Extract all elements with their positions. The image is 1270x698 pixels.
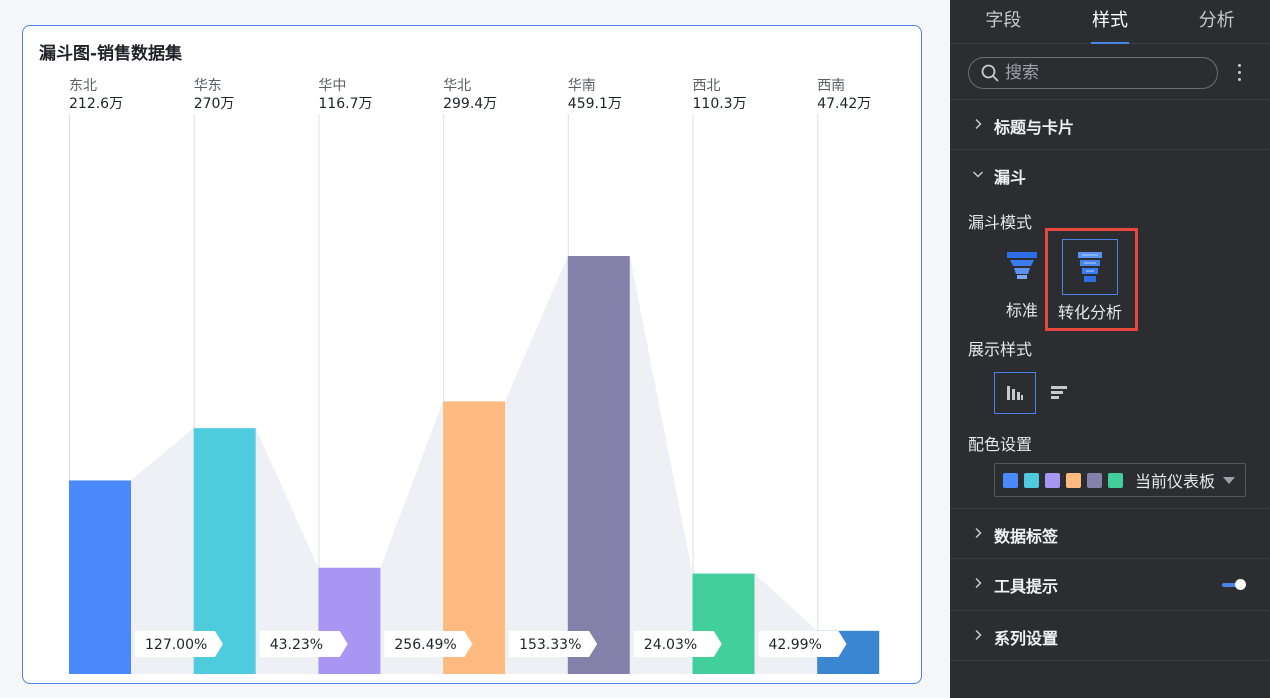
conversion-rate-label: 42.99% bbox=[769, 637, 822, 653]
conversion-rate-label: 24.03% bbox=[644, 637, 697, 653]
connector-area bbox=[255, 428, 319, 674]
bar bbox=[567, 256, 630, 674]
display-style-vertical-button[interactable] bbox=[994, 372, 1036, 414]
category-label: 华中 bbox=[318, 78, 346, 94]
style-panel: 字段 样式 分析 标题与卡片 漏斗 漏斗模式 bbox=[950, 0, 1270, 698]
conversion-badge bbox=[135, 631, 223, 657]
search-row bbox=[950, 44, 1270, 100]
chevron-right-icon bbox=[975, 629, 982, 641]
conversion-funnel-icon bbox=[1062, 239, 1118, 295]
section-data-labels[interactable]: 数据标签 bbox=[950, 509, 1270, 559]
search-input[interactable] bbox=[1005, 63, 1205, 83]
color-scheme-select[interactable]: 当前仪表板 bbox=[994, 463, 1246, 497]
selection-highlight-box bbox=[1045, 228, 1138, 331]
category-label: 东北 bbox=[69, 78, 97, 94]
section-series[interactable]: 系列设置 bbox=[950, 611, 1270, 661]
panel-tabs: 字段 样式 分析 bbox=[950, 0, 1270, 44]
category-label: 华东 bbox=[194, 78, 222, 94]
display-style-label: 展示样式 bbox=[968, 340, 1033, 359]
conversion-badge bbox=[758, 631, 847, 657]
value-label: 212.6万 bbox=[69, 96, 123, 112]
color-swatch bbox=[1045, 472, 1060, 488]
chart-title: 漏斗图-销售数据集 bbox=[39, 44, 183, 64]
funnel-chart: 东北 212.6万 华东 270万 华中 116.7万 华北 299.4万 华南 459.1万 西北… bbox=[69, 78, 880, 674]
value-label: 47.42万 bbox=[817, 96, 871, 112]
tab-style[interactable]: 样式 bbox=[1057, 0, 1164, 44]
section-tooltip-label: 工具提示 bbox=[994, 577, 1059, 596]
funnel-mode-conversion-label: 转化分析 bbox=[1057, 303, 1122, 322]
tab-analysis[interactable]: 分析 bbox=[1198, 10, 1235, 31]
category-label: 华南 bbox=[568, 78, 596, 94]
connector-area bbox=[505, 256, 568, 674]
connector-area bbox=[131, 428, 194, 674]
section-funnel[interactable]: 漏斗 bbox=[950, 150, 1270, 200]
color-swatch bbox=[1066, 472, 1081, 488]
connector-area bbox=[629, 256, 693, 674]
section-tooltip[interactable]: 工具提示 bbox=[950, 559, 1270, 611]
color-setting-label: 配色设置 bbox=[968, 435, 1033, 454]
color-swatch bbox=[1087, 472, 1102, 488]
chevron-right-icon bbox=[975, 577, 982, 589]
chart-card: 漏斗图-销售数据集 东北 212.6万 华东 270万 华中 116.7万 华北 299.4万… bbox=[22, 25, 922, 684]
tab-fields[interactable]: 字段 bbox=[985, 10, 1022, 31]
color-swatch bbox=[1108, 472, 1123, 488]
section-funnel-label: 漏斗 bbox=[994, 168, 1027, 187]
search-icon bbox=[981, 64, 999, 82]
value-label: 116.7万 bbox=[318, 96, 372, 112]
value-label: 110.3万 bbox=[693, 96, 747, 112]
dropdown-caret-icon bbox=[1223, 477, 1235, 484]
conversion-rate-label: 127.00% bbox=[145, 637, 207, 653]
color-swatch bbox=[1003, 472, 1018, 488]
funnel-mode-standard[interactable]: 标准 bbox=[992, 237, 1052, 321]
value-label: 299.4万 bbox=[443, 96, 497, 112]
vertical-bars-icon bbox=[1007, 386, 1023, 400]
connector-area bbox=[380, 401, 444, 674]
chevron-down-icon bbox=[972, 171, 984, 178]
chevron-right-icon bbox=[975, 527, 982, 539]
conversion-badge bbox=[633, 631, 722, 657]
funnel-settings: 漏斗模式 标准 bbox=[950, 199, 1270, 509]
conversion-badge bbox=[384, 631, 473, 657]
bar bbox=[443, 401, 506, 674]
section-title-card[interactable]: 标题与卡片 bbox=[950, 100, 1270, 150]
horizontal-bars-icon bbox=[1051, 386, 1067, 399]
section-series-label: 系列设置 bbox=[994, 629, 1059, 648]
connector-area bbox=[754, 573, 818, 674]
value-label: 459.1万 bbox=[568, 96, 622, 112]
bar bbox=[692, 573, 755, 674]
bar bbox=[69, 480, 131, 674]
conversion-rate-label: 153.33% bbox=[519, 637, 581, 653]
value-label: 270万 bbox=[194, 96, 235, 112]
conversion-rate-label: 43.23% bbox=[270, 637, 323, 653]
search-box bbox=[968, 57, 1218, 89]
conversion-rate-label: 256.49% bbox=[394, 637, 456, 653]
display-style-horizontal-button[interactable] bbox=[1038, 372, 1080, 414]
standard-funnel-icon bbox=[994, 237, 1050, 293]
category-label: 华北 bbox=[443, 78, 471, 94]
color-scheme-value: 当前仪表板 bbox=[1135, 472, 1216, 491]
section-data-labels-label: 数据标签 bbox=[994, 527, 1059, 546]
chevron-right-icon bbox=[975, 118, 982, 130]
tooltip-toggle[interactable] bbox=[1222, 579, 1246, 591]
funnel-mode-label: 漏斗模式 bbox=[968, 213, 1033, 232]
bar bbox=[318, 567, 381, 674]
category-label: 西南 bbox=[817, 78, 845, 94]
conversion-badge bbox=[259, 631, 348, 657]
more-options-icon[interactable] bbox=[1232, 60, 1246, 86]
conversion-badge bbox=[509, 631, 598, 657]
color-swatches bbox=[1003, 472, 1129, 488]
category-label: 西北 bbox=[693, 78, 721, 94]
section-title-card-label: 标题与卡片 bbox=[994, 118, 1075, 137]
color-swatch bbox=[1024, 472, 1039, 488]
funnel-mode-standard-label: 标准 bbox=[1005, 301, 1038, 320]
funnel-mode-conversion[interactable]: 转化分析 bbox=[1058, 239, 1122, 323]
